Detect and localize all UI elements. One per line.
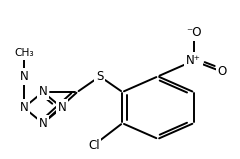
Text: N⁺: N⁺ bbox=[186, 54, 201, 67]
Text: O: O bbox=[217, 65, 227, 78]
Text: N: N bbox=[39, 86, 47, 98]
Text: Cl: Cl bbox=[88, 139, 100, 152]
Text: N: N bbox=[19, 101, 28, 114]
Text: N: N bbox=[39, 117, 47, 130]
Text: ⁻O: ⁻O bbox=[186, 26, 201, 39]
Text: N: N bbox=[58, 101, 66, 114]
Text: CH₃: CH₃ bbox=[14, 48, 34, 58]
Text: S: S bbox=[96, 70, 103, 83]
Text: N: N bbox=[19, 70, 28, 83]
